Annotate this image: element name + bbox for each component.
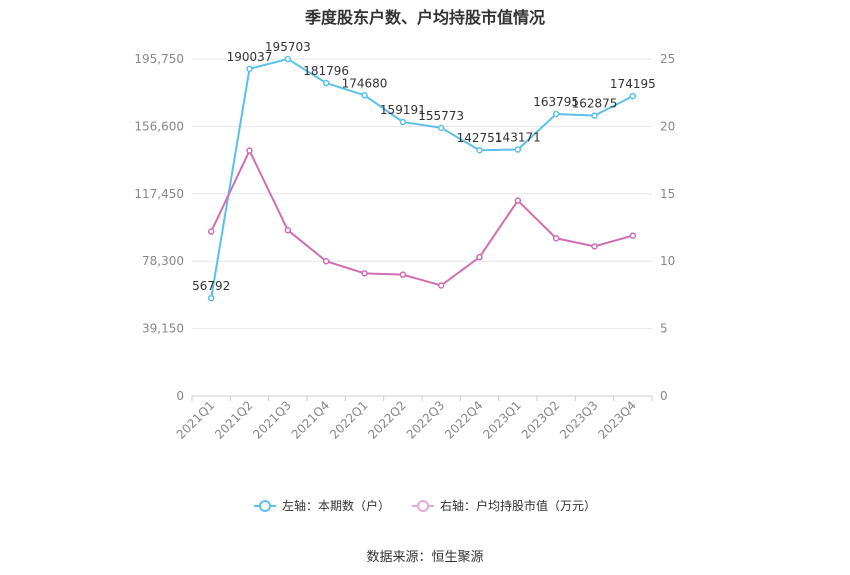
data-point <box>284 226 292 234</box>
y-left-tick-label: 0 <box>176 389 184 403</box>
y-right-tick-label: 25 <box>660 52 675 66</box>
data-point <box>629 232 637 239</box>
data-label: 162875 <box>572 97 618 111</box>
x-tick-label: 2022Q3 <box>404 398 448 442</box>
data-point <box>207 294 215 302</box>
data-label: 143171 <box>495 131 541 145</box>
chart-title: 季度股东户数、户均持股市值情况 <box>304 8 545 27</box>
data-point <box>514 146 522 153</box>
data-point <box>476 253 483 261</box>
y-left-tick-label: 156,600 <box>134 119 184 133</box>
data-point <box>437 124 445 132</box>
data-point <box>361 270 368 277</box>
data-point <box>322 79 330 87</box>
y-right-tick-label: 20 <box>660 119 675 133</box>
series-line-households <box>210 58 634 299</box>
data-point <box>552 235 560 242</box>
data-source: 数据来源：恒生聚源 <box>366 550 484 565</box>
left-axis: 0 39,150 78,300 117,450 156,600 195,750 <box>134 52 184 403</box>
y-right-tick-label: 10 <box>660 254 675 268</box>
x-tick-label: 2023Q3 <box>557 398 601 442</box>
right-axis: 0 5 10 15 20 25 <box>660 52 675 403</box>
legend-swatch-households <box>253 499 276 513</box>
data-point <box>437 282 445 289</box>
y-right-tick-label: 5 <box>660 322 668 336</box>
x-tick-label: 2023Q4 <box>595 398 639 442</box>
legend-label-households: 左轴：本期数（户） <box>281 499 390 513</box>
data-point <box>246 147 253 154</box>
data-point <box>284 55 292 63</box>
data-label: 174680 <box>342 76 388 90</box>
data-label: 163795 <box>533 95 579 109</box>
data-label: 174195 <box>610 77 656 91</box>
data-label: 142751 <box>457 131 503 145</box>
data-point <box>591 243 598 250</box>
data-point <box>514 197 522 204</box>
data-label: 195703 <box>265 40 311 54</box>
legend-swatch-avg-value <box>412 499 434 513</box>
data-point <box>322 257 330 265</box>
data-point <box>246 65 253 73</box>
data-label: 181796 <box>303 64 349 78</box>
data-point <box>207 228 215 235</box>
x-tick-label: 2022Q1 <box>327 398 371 442</box>
x-tick-label: 2022Q4 <box>442 398 486 442</box>
data-label: 155773 <box>418 109 464 123</box>
data-point <box>552 110 560 118</box>
y-right-tick-label: 15 <box>660 187 675 201</box>
data-point <box>629 92 637 100</box>
legend-item-households[interactable]: 左轴：本期数（户） <box>253 497 390 514</box>
x-tick-label: 2021Q2 <box>212 398 256 442</box>
x-tick-label: 2021Q3 <box>250 398 294 442</box>
data-point <box>476 146 483 154</box>
y-left-tick-label: 78,300 <box>142 254 184 268</box>
data-point <box>399 271 407 278</box>
y-right-tick-label: 0 <box>660 389 668 403</box>
data-label: 190037 <box>227 50 273 64</box>
data-point <box>399 118 407 126</box>
data-label: 159191 <box>380 103 426 117</box>
data-point <box>361 92 368 99</box>
y-left-tick-label: 195,750 <box>134 52 184 66</box>
y-left-tick-label: 39,150 <box>142 322 184 336</box>
y-left-tick-label: 117,450 <box>134 187 184 201</box>
legend-item-avg-value[interactable]: 右轴：户均持股市值（万元） <box>412 497 596 514</box>
x-tick-label: 2021Q4 <box>289 398 333 442</box>
x-axis: 2021Q12021Q22021Q32021Q42022Q12022Q22022… <box>174 396 653 442</box>
legend-label-avg-value: 右轴：户均持股市值（万元） <box>440 499 597 513</box>
x-tick-label: 2022Q2 <box>365 398 409 442</box>
x-tick-label: 2021Q1 <box>174 398 218 442</box>
legend: 左轴：本期数（户） 右轴：户均持股市值（万元） <box>0 497 850 514</box>
x-tick-label: 2023Q2 <box>519 398 563 442</box>
data-point <box>591 112 598 119</box>
data-label: 56792 <box>192 279 230 293</box>
series-line-avg-value <box>210 148 634 287</box>
x-tick-label: 2023Q1 <box>480 398 524 442</box>
